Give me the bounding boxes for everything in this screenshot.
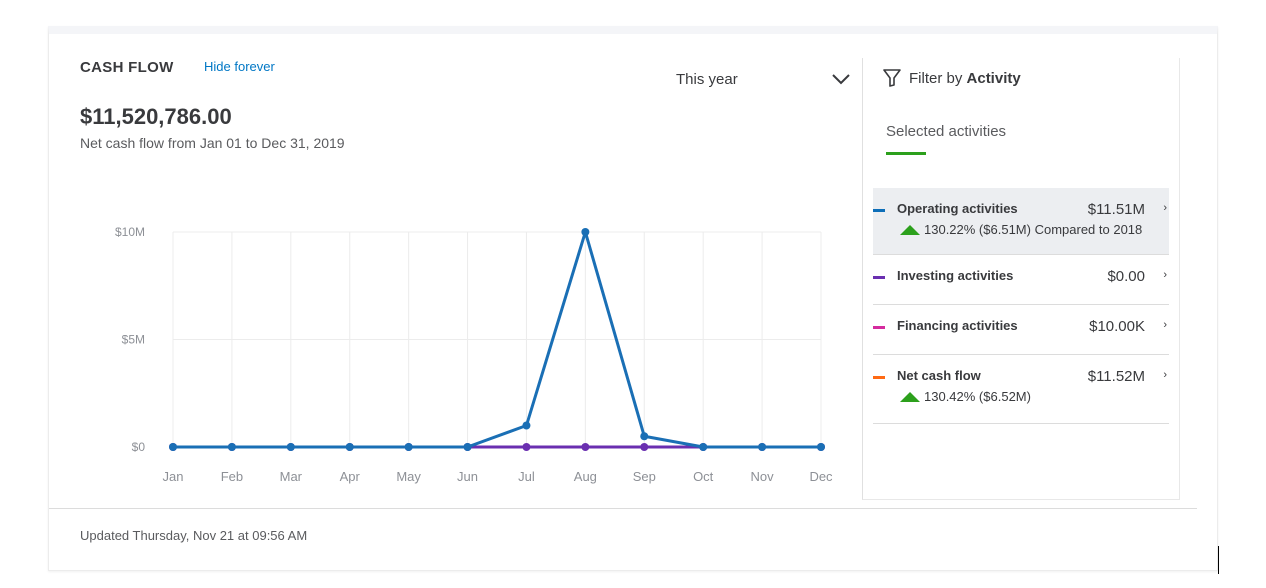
- period-select-value[interactable]: This year: [676, 71, 738, 88]
- compare-label: Compared to 2018: [1034, 222, 1143, 237]
- x-tick-label: Nov: [751, 469, 775, 484]
- activity-filter-panel: Filter by Activity Selected activities O…: [862, 58, 1180, 500]
- change-value: 130.22% ($6.51M): [924, 222, 1031, 237]
- series-point: [817, 443, 825, 451]
- chevron-right-icon: ›: [1163, 202, 1167, 214]
- x-tick-label: Mar: [280, 469, 303, 484]
- date-range-subtitle: Net cash flow from Jan 01 to Dec 31, 201…: [80, 135, 345, 151]
- series-point: [581, 228, 590, 236]
- net-cash-flow-swatch: [873, 376, 885, 379]
- investing-swatch: [873, 276, 885, 279]
- trend-up-icon: [900, 225, 920, 235]
- series-point: [581, 443, 590, 451]
- filter-by-label[interactable]: Filter by Activity: [909, 70, 1021, 87]
- x-tick-label: Jun: [457, 469, 478, 484]
- series-point: [699, 443, 708, 451]
- text-cursor: [1218, 546, 1219, 574]
- activity-value: $10.00K: [1089, 318, 1145, 335]
- chevron-right-icon: ›: [1163, 269, 1167, 281]
- activity-row-investing[interactable]: Investing activities $0.00 ›: [873, 255, 1169, 305]
- series-point: [227, 443, 236, 451]
- activity-change: 130.22% ($6.51M) Compared to 2018: [900, 222, 1142, 237]
- activity-change: 130.42% ($6.52M): [900, 389, 1031, 404]
- activity-row-operating[interactable]: Operating activities $11.51M › 130.22% (…: [873, 188, 1169, 255]
- chevron-down-icon[interactable]: [831, 72, 851, 86]
- cash-flow-card: CASH FLOW Hide forever This year $11,520…: [48, 26, 1218, 571]
- updated-timestamp: Updated Thursday, Nov 21 at 09:56 AM: [80, 528, 308, 543]
- activity-row-net-cash-flow[interactable]: Net cash flow $11.52M › 130.42% ($6.52M): [873, 355, 1169, 424]
- x-tick-label: Jul: [518, 469, 535, 484]
- chevron-right-icon: ›: [1163, 319, 1167, 331]
- operating-swatch: [873, 209, 885, 212]
- filter-icon: [883, 69, 901, 87]
- activity-row-financing[interactable]: Financing activities $10.00K ›: [873, 305, 1169, 355]
- series-point: [169, 443, 177, 451]
- footer-divider: [49, 508, 1197, 509]
- activity-value: $0.00: [1107, 268, 1145, 285]
- x-tick-label: May: [396, 469, 421, 484]
- activity-name: Investing activities: [897, 268, 1014, 283]
- activity-value: $11.51M: [1087, 201, 1145, 218]
- series-point: [640, 443, 649, 451]
- y-tick-label: $0: [132, 440, 146, 454]
- x-tick-label: Aug: [574, 469, 597, 484]
- y-tick-label: $5M: [122, 333, 145, 347]
- filter-activity: Activity: [966, 70, 1021, 87]
- series-line: [173, 230, 821, 449]
- net-cash-flow-total: $11,520,786.00: [80, 104, 232, 129]
- x-tick-label: Sep: [633, 469, 656, 484]
- series-point: [345, 443, 354, 451]
- activity-name: Operating activities: [897, 201, 1018, 216]
- selected-tab-underline: [886, 152, 926, 155]
- series-point: [404, 443, 413, 451]
- activity-name: Net cash flow: [897, 368, 981, 383]
- series-point: [463, 443, 472, 451]
- x-tick-label: Jan: [163, 469, 184, 484]
- series-point: [640, 432, 649, 441]
- cash-flow-line-chart: $0 $5M $10M Jan Feb Mar Apr May Jun Jul Aug Sep Oct N…: [115, 225, 833, 484]
- x-tick-label: Apr: [340, 469, 361, 484]
- series-point: [522, 443, 531, 451]
- activity-value: $11.52M: [1087, 368, 1145, 385]
- activity-name: Financing activities: [897, 318, 1018, 333]
- change-value: 130.42% ($6.52M): [924, 389, 1031, 404]
- card-title: CASH FLOW: [80, 59, 174, 76]
- x-tick-label: Feb: [221, 469, 243, 484]
- hide-forever-link[interactable]: Hide forever: [204, 59, 275, 74]
- financing-swatch: [873, 326, 885, 329]
- chevron-right-icon: ›: [1163, 369, 1167, 381]
- trend-up-icon: [900, 392, 920, 402]
- x-tick-label: Oct: [693, 469, 714, 484]
- filter-prefix: Filter by: [909, 70, 963, 87]
- y-tick-label: $10M: [115, 225, 145, 239]
- series-point: [522, 421, 531, 430]
- series-point: [286, 443, 295, 451]
- selected-activities-tab[interactable]: Selected activities: [886, 123, 1007, 140]
- x-tick-label: Dec: [809, 469, 833, 484]
- series-point: [758, 443, 767, 451]
